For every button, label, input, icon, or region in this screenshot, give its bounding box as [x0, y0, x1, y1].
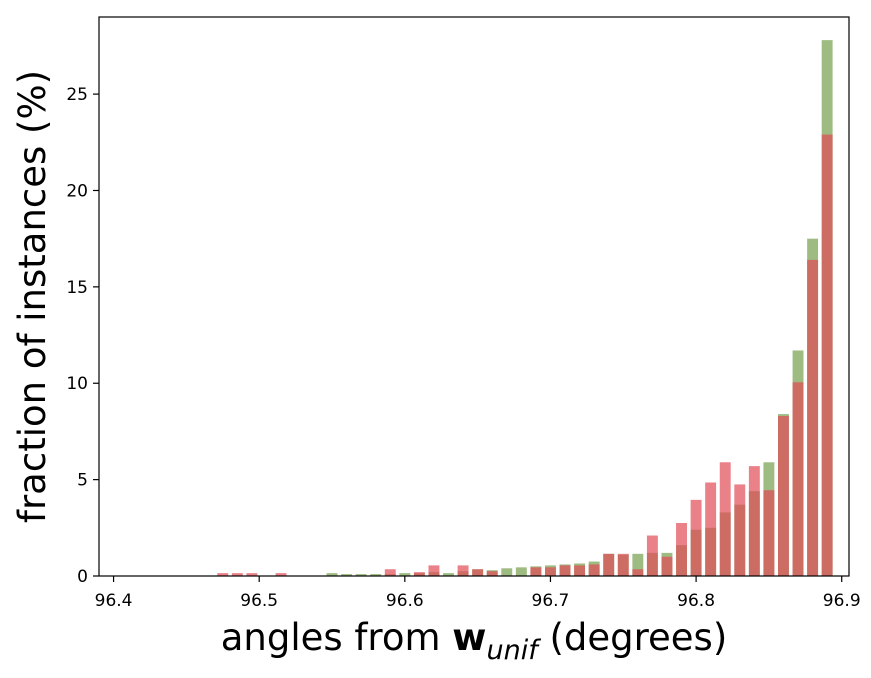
bar-series-2-29 [807, 259, 819, 576]
bar-series-2-28 [792, 382, 804, 576]
bar-series-2-12 [559, 565, 571, 576]
bar-series-1-5 [399, 573, 411, 576]
bar-series-2-5 [413, 572, 425, 576]
bar-series-2-11 [545, 567, 556, 576]
bar-series-2-21 [690, 499, 702, 576]
x-axis-label-prefix: angles from [221, 616, 453, 659]
bar-series-2-1 [231, 573, 243, 576]
x-tick-label-5: 96.9 [823, 591, 861, 611]
bar-series-2-19 [661, 556, 673, 576]
bar-series-1-13 [515, 567, 527, 576]
bar-series-2-14 [588, 564, 600, 576]
bar-series-1-21 [632, 553, 644, 576]
bar-series-2-6 [428, 565, 440, 576]
bar-series-1-3 [370, 574, 382, 576]
bar-series-2-24 [734, 484, 746, 576]
y-axis-ticks: 0 5 10 15 20 25 [66, 85, 99, 587]
x-tick-label-4: 96.8 [677, 591, 715, 611]
bar-series-2-13 [574, 565, 586, 576]
bar-series-1-2 [355, 574, 367, 576]
y-tick-label-5: 25 [66, 85, 88, 105]
y-tick-label-0: 0 [77, 567, 88, 587]
x-tick-label-1: 96.5 [240, 591, 278, 611]
bar-series-2-4 [384, 569, 396, 576]
x-tick-label-3: 96.7 [532, 591, 570, 611]
bar-series-2-0 [217, 573, 229, 576]
x-axis-ticks: 96.4 96.5 96.6 96.7 96.8 96.9 [95, 576, 861, 611]
x-axis-label-symbol: w [452, 616, 486, 659]
bars-layer [217, 40, 833, 577]
bar-series-2-25 [748, 466, 760, 576]
y-tick-label-1: 5 [77, 471, 88, 491]
bar-series-1-0 [326, 573, 338, 576]
bar-series-2-17 [632, 569, 644, 576]
bar-series-2-3 [275, 573, 287, 576]
bar-series-2-27 [778, 416, 789, 576]
y-tick-label-3: 15 [66, 278, 88, 298]
plot-frame [98, 16, 850, 577]
bar-series-2-23 [719, 462, 731, 576]
bar-series-1-8 [443, 573, 454, 576]
bar-series-2-26 [763, 490, 775, 576]
bar-series-2-22 [705, 482, 717, 576]
bar-series-1-12 [501, 568, 513, 576]
bar-series-2-18 [646, 535, 658, 576]
bar-series-2-9 [486, 571, 498, 576]
x-axis-label-subscript: unif [486, 635, 541, 666]
bar-series-2-8 [472, 569, 484, 576]
bar-series-2-20 [676, 522, 687, 576]
x-tick-label-2: 96.6 [386, 591, 424, 611]
bar-series-2-15 [603, 553, 615, 576]
bar-series-2-16 [617, 553, 629, 576]
bar-series-2-7 [457, 565, 469, 576]
x-tick-label-0: 96.4 [95, 591, 133, 611]
y-axis-label: fraction of instances (%) [11, 70, 54, 523]
y-tick-label-2: 10 [66, 374, 88, 394]
bar-series-2-30 [821, 134, 833, 576]
y-tick-label-4: 20 [66, 181, 88, 201]
bar-series-2-10 [530, 567, 542, 576]
x-axis-label-suffix: (degrees) [538, 616, 728, 659]
bar-series-2-2 [246, 573, 258, 576]
x-axis-label: angles from wunif (degrees) [221, 616, 728, 666]
bar-series-1-1 [341, 574, 353, 576]
